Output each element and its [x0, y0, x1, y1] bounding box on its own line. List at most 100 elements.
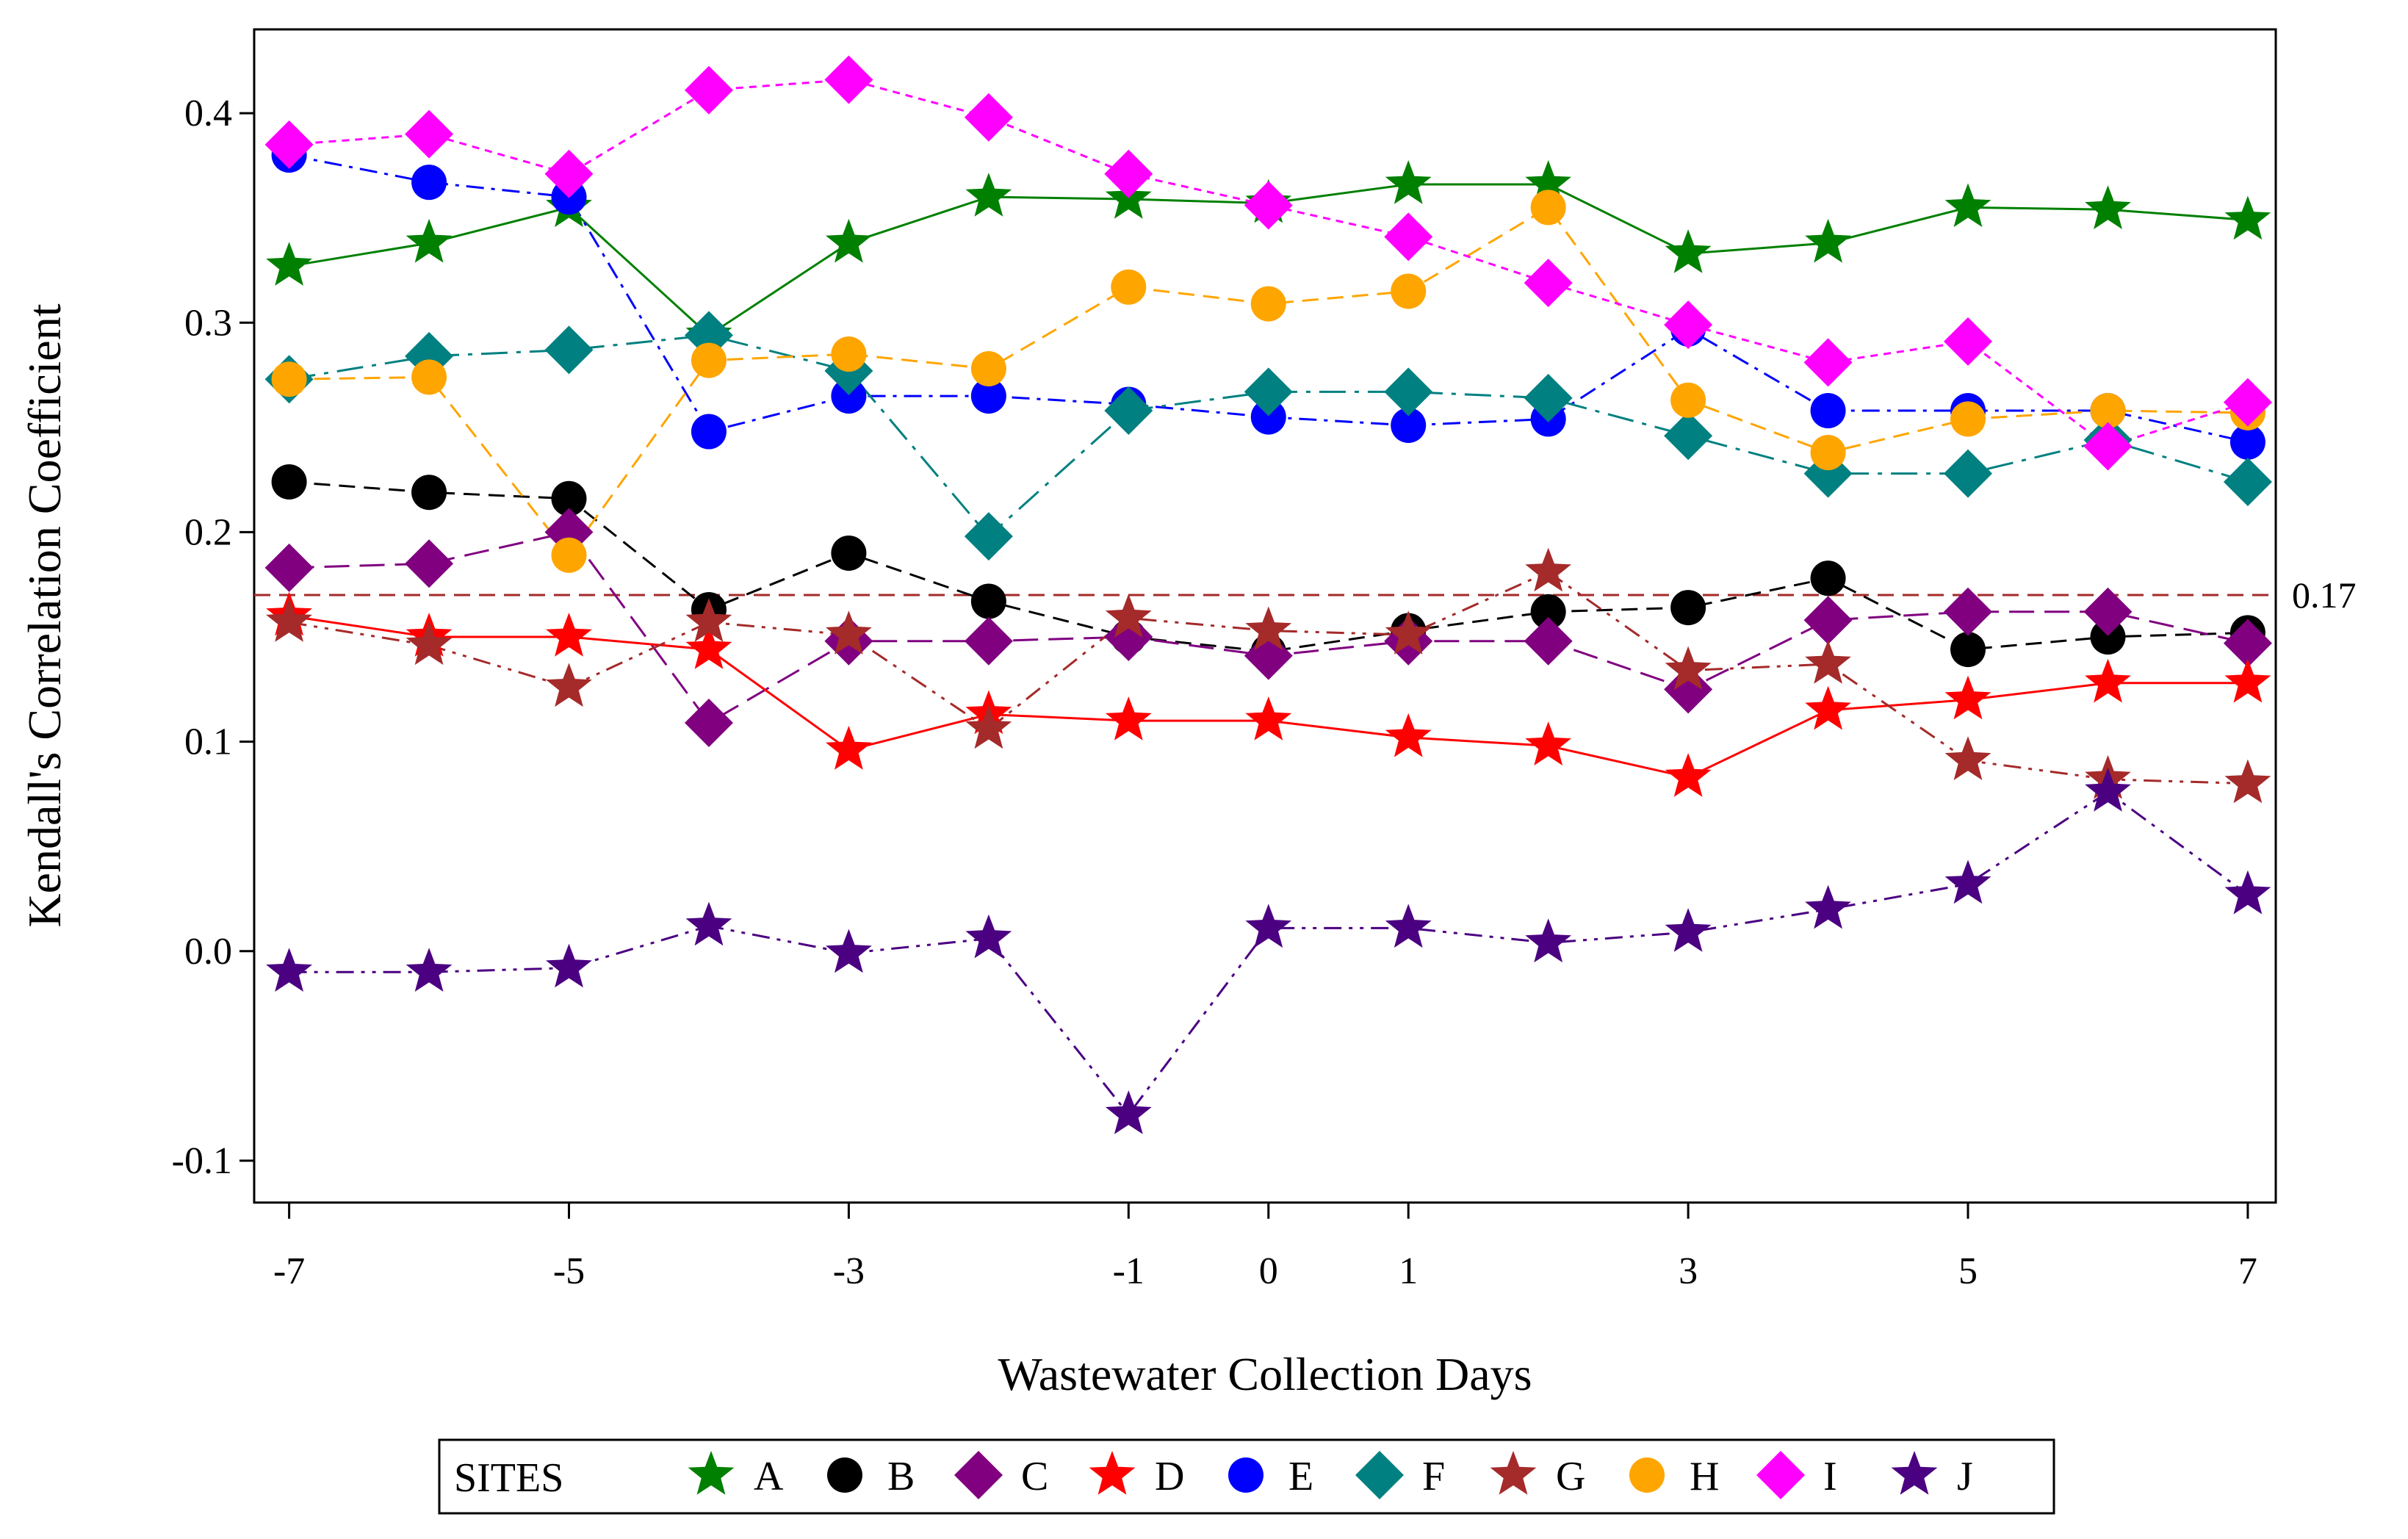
data-point-G	[1944, 736, 1991, 780]
reference-line-group: 0.17	[254, 574, 2357, 616]
data-point-G	[546, 663, 592, 707]
legend-label: B	[887, 1454, 915, 1499]
data-point-C	[964, 616, 1013, 666]
data-point-F	[405, 331, 454, 381]
data-point-I	[1664, 300, 1713, 350]
series-markers-H	[271, 190, 2265, 573]
data-point-A	[2085, 185, 2131, 229]
y-tick-label: 0.0	[184, 931, 232, 973]
legend-title: SITES	[454, 1455, 563, 1501]
data-point-F	[1664, 411, 1713, 461]
data-point-J	[1525, 918, 1571, 963]
legend-item-G: G	[1490, 1451, 1585, 1499]
data-point-D	[1665, 753, 1712, 797]
data-point-I	[1244, 181, 1293, 230]
data-point-B	[1950, 632, 1986, 668]
legend-marker-D	[1089, 1451, 1136, 1495]
series-markers-C	[264, 508, 2272, 747]
x-tick-label: 7	[2238, 1250, 2257, 1292]
data-point-I	[264, 120, 314, 169]
data-point-F	[1104, 386, 1153, 436]
y-tick-label: 0.2	[184, 511, 232, 553]
data-point-F	[1944, 449, 1993, 498]
legend-label: D	[1155, 1454, 1184, 1499]
data-point-I	[1803, 338, 1853, 387]
data-point-G	[1805, 640, 1851, 684]
series-markers-J	[266, 768, 2271, 1134]
data-point-E	[831, 378, 867, 414]
data-point-A	[1525, 160, 1571, 204]
legend-marker-I	[1756, 1451, 1805, 1499]
legend-marker-B	[827, 1457, 862, 1493]
data-point-H	[831, 336, 867, 372]
data-point-E	[1250, 399, 1286, 435]
data-point-A	[1665, 229, 1712, 273]
legend: SITES A B C D E F G H I J	[438, 1438, 2055, 1515]
y-axis-title: Kendall's Correlation Coefficient	[18, 303, 71, 927]
x-tick-label: 3	[1679, 1250, 1698, 1292]
x-tick-label: -3	[833, 1250, 865, 1292]
data-point-J	[1245, 904, 1292, 948]
data-point-A	[1385, 160, 1432, 204]
data-point-H	[1530, 190, 1566, 226]
legend-marker-G	[1490, 1451, 1537, 1495]
data-point-G	[826, 610, 872, 655]
data-point-J	[1385, 904, 1432, 948]
data-point-J	[1665, 908, 1712, 952]
data-point-C	[1803, 596, 1853, 645]
data-point-B	[1670, 590, 1706, 626]
data-point-A	[405, 218, 453, 263]
data-point-D	[546, 613, 592, 657]
x-tick-label: -5	[553, 1250, 585, 1292]
data-point-F	[1524, 373, 1573, 422]
data-point-B	[271, 464, 307, 500]
legend-label: G	[1556, 1454, 1585, 1499]
series-line-F	[289, 334, 2249, 538]
data-point-E	[970, 378, 1006, 414]
data-point-C	[1524, 616, 1573, 666]
data-point-I	[824, 55, 873, 104]
data-point-A	[826, 218, 872, 263]
x-tick-label: 1	[1399, 1250, 1418, 1292]
data-point-B	[831, 535, 867, 571]
data-point-G	[965, 704, 1012, 749]
x-axis: -7 -5 -3 -1 0 1 3 5 7	[273, 1203, 2257, 1292]
legend-label: F	[1422, 1454, 1445, 1499]
data-point-A	[965, 173, 1012, 217]
data-point-A	[2224, 195, 2271, 240]
data-point-C	[1104, 613, 1153, 662]
data-point-D	[685, 625, 732, 669]
data-point-I	[2083, 422, 2133, 471]
data-point-E	[411, 165, 447, 201]
legend-label: J	[1957, 1454, 1973, 1499]
series-B	[289, 480, 2248, 653]
data-point-H	[1250, 286, 1286, 322]
x-tick-label: -7	[273, 1250, 305, 1292]
data-point-H	[1391, 273, 1427, 309]
data-point-G	[1665, 646, 1712, 691]
data-point-H	[970, 350, 1006, 386]
legend-item-B: B	[827, 1454, 915, 1499]
legend-item-E: E	[1228, 1454, 1313, 1499]
data-point-I	[1944, 317, 1993, 366]
data-point-H	[271, 361, 307, 397]
data-point-B	[1810, 561, 1846, 597]
legend-marker-E	[1228, 1457, 1264, 1493]
legend-item-C: C	[954, 1451, 1048, 1499]
data-point-H	[1670, 382, 1706, 418]
data-point-G	[2224, 759, 2271, 804]
legend-item-I: I	[1756, 1451, 1837, 1499]
data-point-B	[2090, 619, 2126, 655]
data-point-H	[551, 537, 587, 573]
legend-marker-J	[1891, 1451, 1938, 1495]
data-point-E	[2229, 424, 2265, 460]
data-point-C	[684, 698, 733, 747]
data-point-H	[691, 342, 727, 378]
legend-item-F: F	[1355, 1451, 1445, 1499]
data-point-C	[1664, 665, 1713, 714]
data-point-H	[411, 359, 447, 395]
data-point-B	[1530, 594, 1566, 630]
legend-marker-F	[1355, 1451, 1404, 1499]
legend-label: C	[1021, 1454, 1048, 1499]
